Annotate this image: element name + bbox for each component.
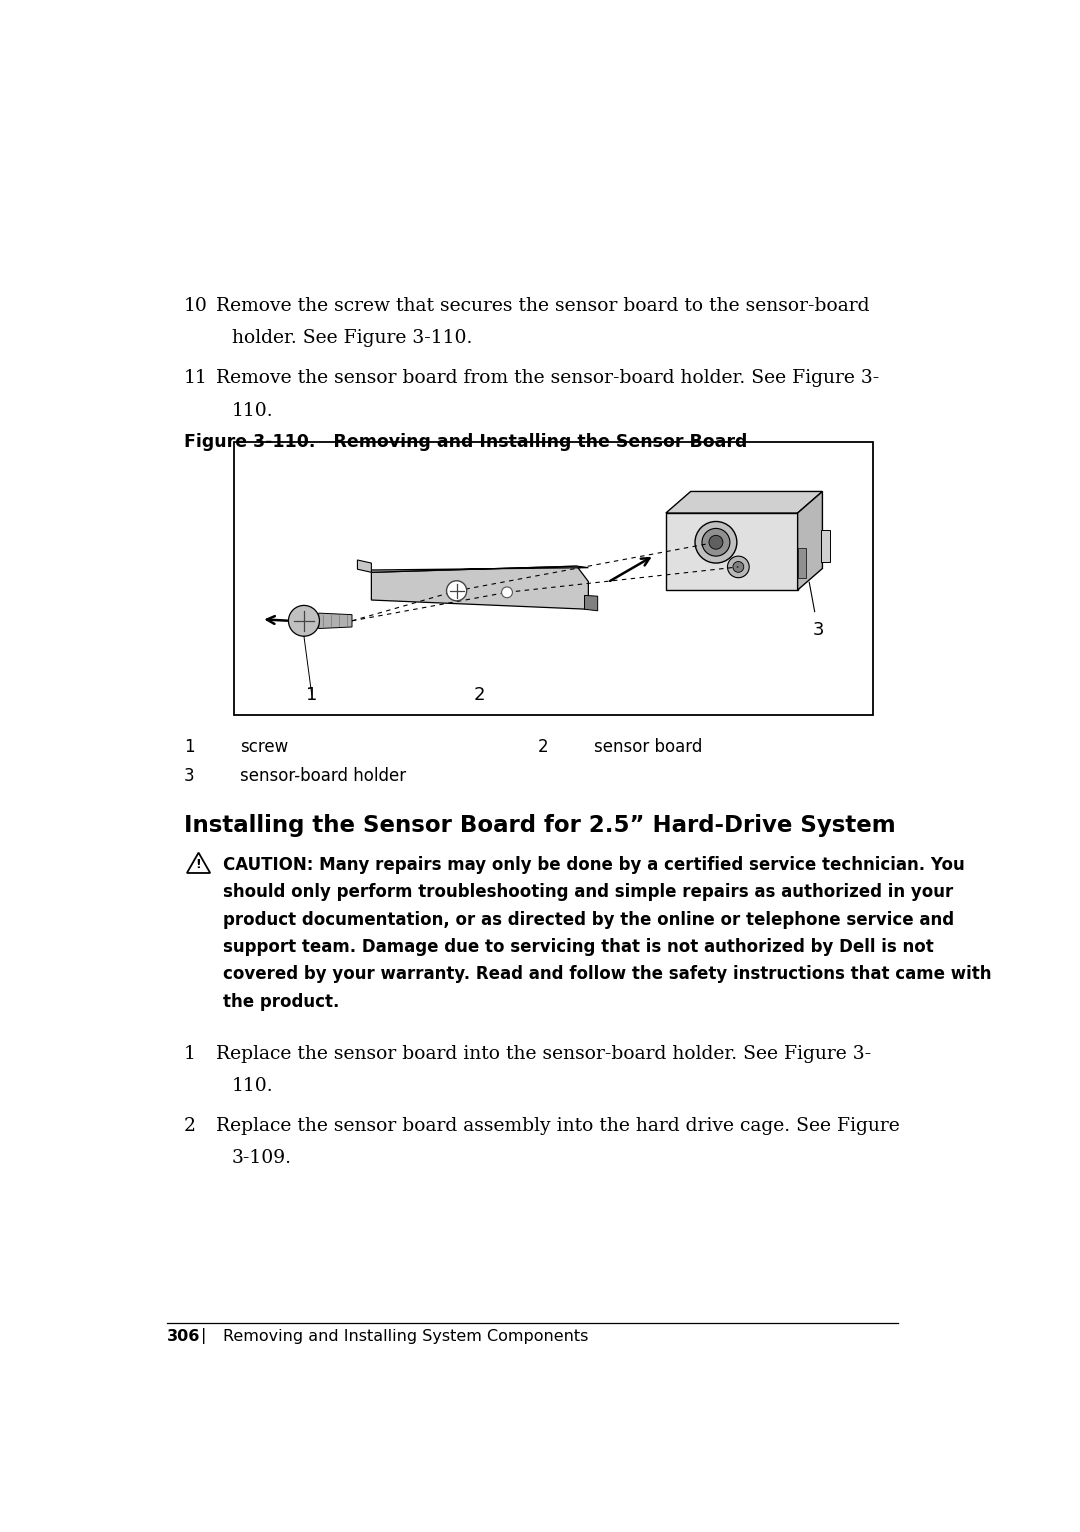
Text: 3: 3 — [184, 768, 194, 786]
Text: CAUTION: Many repairs may only be done by a certified service technician. You: CAUTION: Many repairs may only be done b… — [222, 856, 964, 875]
Text: Replace the sensor board assembly into the hard drive cage. See Figure: Replace the sensor board assembly into t… — [216, 1117, 900, 1135]
Text: 1: 1 — [306, 686, 318, 705]
Text: Replace the sensor board into the sensor-board holder. See Figure 3-: Replace the sensor board into the sensor… — [216, 1045, 872, 1063]
Circle shape — [501, 587, 512, 597]
Circle shape — [708, 535, 723, 548]
Polygon shape — [798, 492, 823, 590]
Text: support team. Damage due to servicing that is not authorized by Dell is not: support team. Damage due to servicing th… — [222, 938, 933, 956]
Text: the product.: the product. — [222, 993, 339, 1011]
Text: 1: 1 — [184, 1045, 195, 1063]
Text: product documentation, or as directed by the online or telephone service and: product documentation, or as directed by… — [222, 910, 954, 928]
Bar — [821, 530, 831, 562]
Polygon shape — [372, 567, 589, 610]
Polygon shape — [319, 613, 352, 628]
Text: !: ! — [195, 858, 202, 870]
Polygon shape — [187, 853, 211, 873]
Circle shape — [728, 556, 750, 578]
Text: 11: 11 — [184, 369, 207, 388]
Text: 3-109.: 3-109. — [232, 1149, 292, 1167]
Polygon shape — [357, 561, 372, 573]
Text: Remove the sensor board from the sensor-board holder. See Figure 3-: Remove the sensor board from the sensor-… — [216, 369, 879, 388]
Polygon shape — [666, 492, 823, 513]
Text: 110.: 110. — [232, 401, 273, 420]
Bar — [234, 441, 873, 715]
Text: Removing and Installing System Components: Removing and Installing System Component… — [222, 1330, 588, 1344]
Text: 2: 2 — [474, 686, 486, 703]
Text: sensor-board holder: sensor-board holder — [240, 768, 406, 786]
Circle shape — [288, 605, 320, 636]
Text: 2: 2 — [184, 1117, 195, 1135]
Text: 10: 10 — [184, 297, 207, 316]
Circle shape — [446, 581, 467, 601]
Text: Figure 3-110.   Removing and Installing the Sensor Board: Figure 3-110. Removing and Installing th… — [184, 432, 747, 450]
Circle shape — [696, 521, 737, 564]
Text: holder. See Figure 3-110.: holder. See Figure 3-110. — [232, 329, 472, 348]
Polygon shape — [372, 567, 589, 573]
Circle shape — [702, 529, 730, 556]
Text: 2: 2 — [538, 738, 549, 757]
Circle shape — [733, 562, 744, 573]
Text: screw: screw — [240, 738, 288, 757]
Text: |: | — [201, 1328, 206, 1344]
Text: 110.: 110. — [232, 1077, 273, 1095]
Polygon shape — [666, 513, 798, 590]
Text: should only perform troubleshooting and simple repairs as authorized in your: should only perform troubleshooting and … — [222, 884, 953, 901]
Bar — [798, 547, 806, 579]
Text: sensor board: sensor board — [594, 738, 702, 757]
Text: 3: 3 — [813, 620, 824, 639]
Text: 1: 1 — [184, 738, 194, 757]
Polygon shape — [584, 596, 597, 611]
Text: Installing the Sensor Board for 2.5” Hard-Drive System: Installing the Sensor Board for 2.5” Har… — [184, 813, 895, 836]
Text: Remove the screw that secures the sensor board to the sensor-board: Remove the screw that secures the sensor… — [216, 297, 869, 316]
Text: 306: 306 — [166, 1330, 200, 1344]
Text: covered by your warranty. Read and follow the safety instructions that came with: covered by your warranty. Read and follo… — [222, 965, 991, 984]
